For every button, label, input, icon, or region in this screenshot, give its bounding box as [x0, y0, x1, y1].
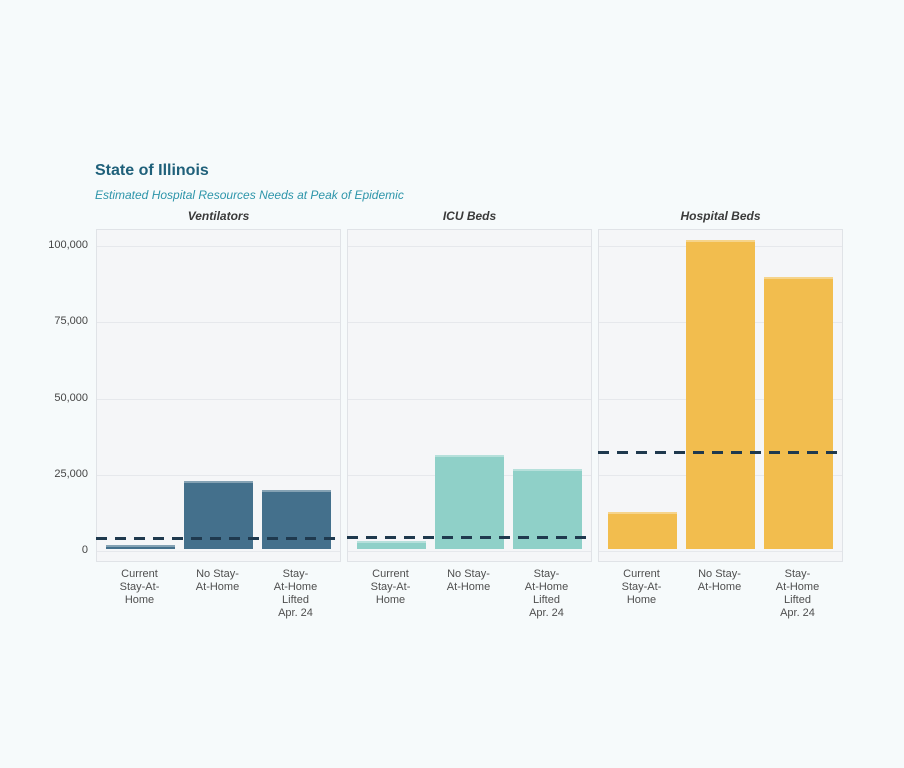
- y-tick-label: 25,000: [54, 467, 88, 480]
- x-tick-label: No Stay- At-Home: [446, 568, 491, 593]
- y-tick-label: 0: [81, 544, 88, 556]
- facet-title: Ventilators: [187, 209, 250, 223]
- bar-current-stay-at--home: [357, 541, 426, 549]
- bar-no-stay--at-home: [686, 240, 755, 549]
- gridline: [97, 246, 340, 247]
- x-axis-labels: Current Stay-At- Home No Stay- At-Home Sta…: [347, 562, 592, 632]
- facet-title: ICU Beds: [442, 209, 497, 223]
- x-tick-label: Current Stay-At- Home: [621, 568, 662, 606]
- y-tick-label: 100,000: [48, 239, 88, 251]
- bar-current-stay-at--home: [106, 544, 175, 549]
- bar-stay--at-home-lifted-apr.-24: [513, 468, 582, 549]
- bar-no-stay--at-home: [435, 454, 504, 549]
- facet-icu-beds: ICU Beds Current Stay-At- Home No Stay- At…: [347, 205, 592, 632]
- gridline: [348, 551, 591, 552]
- x-tick-label: No Stay- At-Home: [697, 568, 742, 593]
- y-tick-label: 50,000: [54, 391, 88, 404]
- x-tick-label: Current Stay-At- Home: [119, 568, 160, 606]
- y-tick-label: 75,000: [54, 315, 88, 328]
- plot-panel: [96, 229, 341, 562]
- facet-ventilators: Ventilators Current Stay-At- Home No Stay-…: [96, 205, 341, 632]
- gridline: [97, 322, 340, 324]
- bar-current-stay-at--home: [608, 511, 677, 549]
- capacity-dashed-line: [96, 537, 341, 541]
- x-tick-label: Current Stay-At- Home: [370, 568, 411, 606]
- gridline: [97, 398, 340, 400]
- gridline: [97, 474, 340, 476]
- capacity-dashed-line: [347, 535, 592, 539]
- x-axis-labels: Current Stay-At- Home No Stay- At-Home Sta…: [96, 562, 341, 632]
- gridline: [348, 322, 591, 324]
- gridline: [348, 246, 591, 247]
- x-tick-label: Stay- At-Home Lifted Apr. 24: [775, 568, 820, 619]
- plot-panel: [598, 229, 843, 562]
- x-axis-labels: Current Stay-At- Home No Stay- At-Home Sta…: [598, 562, 843, 632]
- x-tick-label: Stay- At-Home Lifted Apr. 24: [524, 568, 569, 619]
- chart-subtitle: Estimated Hospital Resources Needs at Pe…: [95, 188, 404, 202]
- capacity-dashed-line: [598, 451, 843, 455]
- chart-title: State of Illinois: [95, 162, 209, 179]
- gridline: [599, 551, 842, 552]
- facet-hospital-beds: Hospital Beds Current Stay-At- Home No Sta…: [598, 205, 843, 632]
- gridline: [348, 398, 591, 400]
- facet-title: Hospital Beds: [680, 209, 761, 223]
- x-tick-label: Stay- At-Home Lifted Apr. 24: [273, 568, 318, 619]
- bar-stay--at-home-lifted-apr.-24: [764, 276, 833, 549]
- x-tick-label: No Stay- At-Home: [195, 568, 240, 593]
- plot-panel: [347, 229, 592, 562]
- facet-row: Ventilators Current Stay-At- Home No Stay-…: [96, 205, 843, 632]
- gridline: [97, 551, 340, 552]
